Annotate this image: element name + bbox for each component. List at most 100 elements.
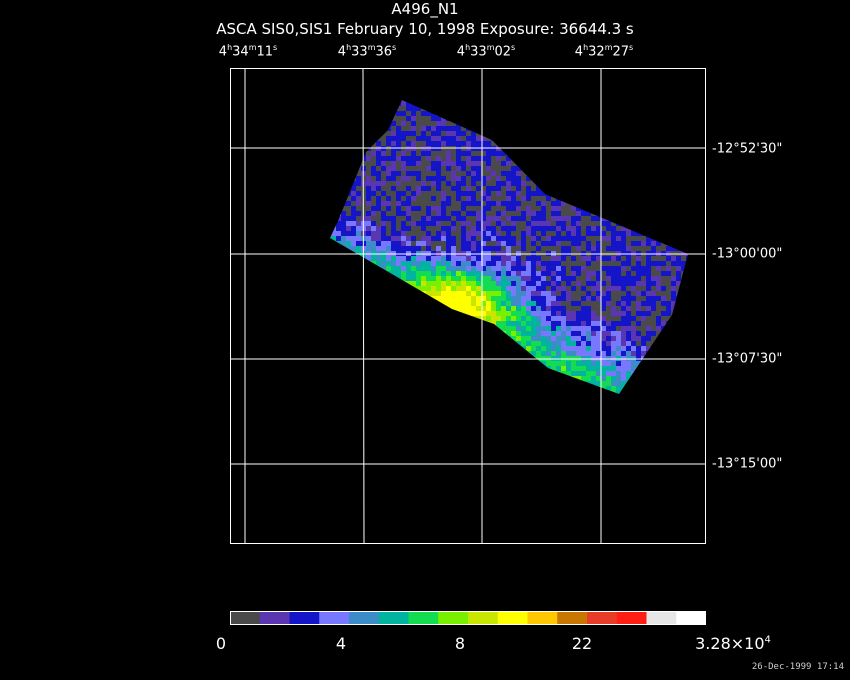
heat-pixel <box>546 100 551 101</box>
heat-pixel <box>666 346 671 351</box>
heat-pixel <box>461 151 466 156</box>
heat-pixel <box>631 176 636 181</box>
heat-pixel <box>426 286 431 291</box>
heat-pixel <box>431 126 436 131</box>
heat-pixel <box>636 101 641 106</box>
heat-pixel <box>596 361 601 366</box>
heat-pixel <box>416 281 421 286</box>
heat-pixel <box>661 231 666 236</box>
heat-pixel <box>531 111 536 116</box>
heat-pixel <box>661 291 666 296</box>
heat-pixel <box>491 196 496 201</box>
heat-pixel <box>556 256 561 261</box>
heat-pixel <box>666 351 671 356</box>
heat-pixel <box>336 266 341 271</box>
heat-pixel <box>651 121 656 126</box>
heat-pixel <box>461 281 466 286</box>
heat-pixel <box>681 296 686 301</box>
heat-pixel <box>406 181 411 186</box>
heat-pixel <box>446 276 451 281</box>
heat-pixel <box>456 101 461 106</box>
heat-pixel <box>341 341 346 346</box>
heat-pixel <box>496 371 501 376</box>
heat-pixel <box>496 101 501 106</box>
heat-pixel <box>581 276 586 281</box>
heat-pixel <box>411 126 416 131</box>
heat-pixel <box>336 186 341 191</box>
heat-pixel <box>546 301 551 306</box>
heat-pixel <box>581 346 586 351</box>
heat-pixel <box>351 271 356 276</box>
heat-pixel <box>351 116 356 121</box>
heat-pixel <box>626 206 631 211</box>
heat-pixel <box>676 321 681 326</box>
heat-pixel <box>576 101 581 106</box>
heat-pixel <box>601 241 606 246</box>
heat-pixel <box>351 166 356 171</box>
heat-pixel <box>631 181 636 186</box>
heat-pixel <box>436 396 441 401</box>
heat-pixel <box>646 316 651 321</box>
heat-pixel <box>691 116 696 121</box>
heat-pixel <box>411 396 416 401</box>
heat-pixel <box>331 396 336 401</box>
heat-pixel <box>491 276 496 281</box>
heat-pixel <box>601 361 606 366</box>
heat-pixel <box>381 171 386 176</box>
heat-pixel <box>626 236 631 241</box>
heat-pixel <box>461 201 466 206</box>
heat-pixel <box>436 156 441 161</box>
heat-pixel <box>366 151 371 156</box>
heat-pixel <box>491 266 496 271</box>
heat-pixel <box>586 371 591 376</box>
heat-pixel <box>336 206 341 211</box>
heat-pixel <box>611 276 616 281</box>
heat-pixel <box>481 156 486 161</box>
heat-pixel <box>501 306 506 311</box>
heat-pixel <box>576 131 581 136</box>
heat-pixel <box>421 281 426 286</box>
heat-pixel <box>576 281 581 286</box>
heat-pixel <box>401 336 406 341</box>
heat-pixel <box>416 231 421 236</box>
heat-pixel <box>401 271 406 276</box>
heat-pixel <box>501 206 506 211</box>
heat-pixel <box>596 131 601 136</box>
heat-pixel <box>491 166 496 171</box>
heat-pixel <box>661 236 666 241</box>
heat-pixel <box>346 336 351 341</box>
heat-pixel <box>551 346 556 351</box>
heat-pixel <box>451 241 456 246</box>
heat-pixel <box>391 351 396 356</box>
heat-pixel <box>626 131 631 136</box>
heat-pixel <box>596 221 601 226</box>
heat-pixel <box>386 291 391 296</box>
heat-pixel <box>391 176 396 181</box>
heat-pixel <box>451 326 456 331</box>
heat-pixel <box>421 296 426 301</box>
heat-pixel <box>641 341 646 346</box>
heat-pixel <box>611 261 616 266</box>
heat-pixel <box>556 366 561 371</box>
heat-pixel <box>331 281 336 286</box>
heat-pixel <box>330 371 331 376</box>
heat-pixel <box>566 166 571 171</box>
heat-pixel <box>591 141 596 146</box>
heat-pixel <box>536 341 541 346</box>
heat-pixel <box>471 101 476 106</box>
heat-pixel <box>401 306 406 311</box>
heat-pixel <box>351 381 356 386</box>
heat-pixel <box>581 166 586 171</box>
heat-pixel <box>436 216 441 221</box>
heat-pixel <box>611 111 616 116</box>
heat-pixel <box>381 276 386 281</box>
heat-pixel <box>606 136 611 141</box>
heat-pixel <box>626 366 631 371</box>
heat-pixel <box>486 201 491 206</box>
heat-pixel <box>401 256 406 261</box>
heat-pixel <box>506 196 511 201</box>
heat-pixel <box>471 186 476 191</box>
heat-pixel <box>681 136 686 141</box>
heat-pixel <box>626 106 631 111</box>
heat-pixel <box>416 131 421 136</box>
